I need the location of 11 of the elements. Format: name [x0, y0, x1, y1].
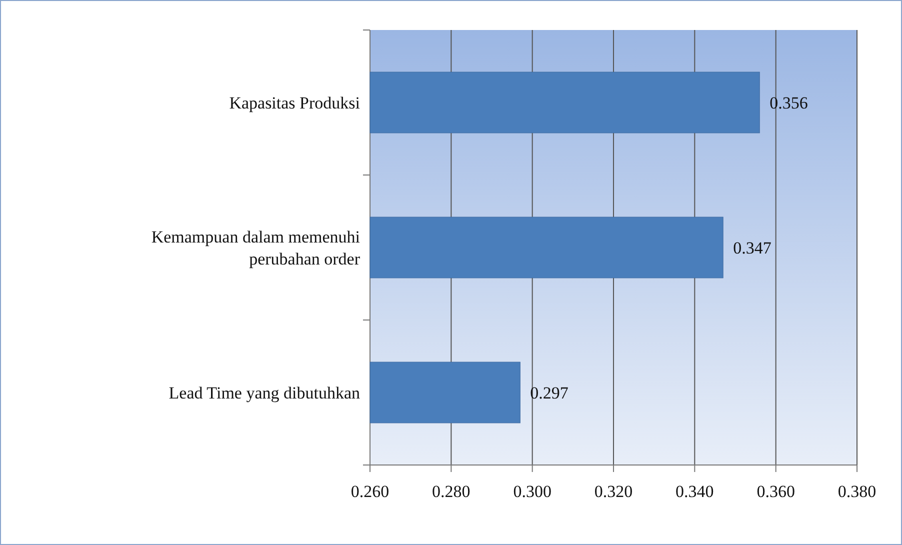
y-tick-label: Kapasitas Produksi [229, 93, 360, 112]
y-tick-label: Lead Time yang dibutuhkan [168, 383, 360, 402]
x-tick-label: 0.300 [513, 482, 552, 501]
x-tick-label: 0.360 [756, 482, 795, 501]
x-tick-label: 0.260 [350, 482, 390, 501]
y-tick-label: Kemampuan dalam memenuhi perubahan order [151, 227, 360, 268]
x-tick-label: 0.320 [594, 482, 633, 501]
data-label: 0.347 [733, 238, 772, 258]
x-tick-label: 0.340 [676, 482, 714, 501]
x-tick-label: 0.280 [432, 482, 470, 501]
x-tick-label: 0.380 [838, 482, 876, 501]
